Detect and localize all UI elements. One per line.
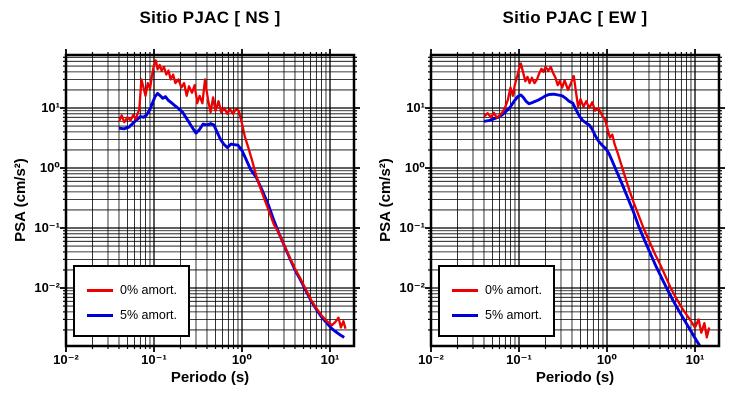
- x-tick-label: 10⁰: [596, 352, 618, 367]
- legend-line-5pct: [452, 314, 478, 317]
- legend-entry: 5% amort.: [75, 308, 188, 322]
- legend-entry: 0% amort.: [75, 283, 188, 297]
- y-axis-label: PSA (cm/s²): [377, 158, 394, 242]
- panel-ns: Sitio PJAC [ NS ] PSA (cm/s²) 10¹ 10⁰ 10…: [12, 8, 360, 386]
- x-axis-label: Periodo (s): [535, 369, 615, 386]
- x-tick-label: 10⁻¹: [506, 352, 532, 367]
- legend-label: 5% amort.: [485, 308, 542, 322]
- x-tick-label: 10¹: [685, 352, 705, 367]
- plot-area-ns: [60, 49, 360, 352]
- y-tick-label: 10⁻²: [34, 280, 60, 295]
- legend-line-0pct: [452, 289, 478, 292]
- legend-label: 0% amort.: [120, 283, 177, 297]
- x-tick-label: 10¹: [320, 352, 340, 367]
- legend-line-5pct: [87, 314, 113, 317]
- x-tick-label: 10⁰: [231, 352, 253, 367]
- y-tick-label: 10⁻²: [399, 280, 425, 295]
- legend-label: 0% amort.: [485, 283, 542, 297]
- y-tick-label: 10¹: [41, 100, 60, 115]
- panel-ew: Sitio PJAC [ EW ] PSA (cm/s²) 10¹ 10⁰ 10…: [365, 0, 730, 400]
- chart-title-ns: Sitio PJAC [ NS ]: [139, 8, 281, 27]
- legend-line-0pct: [87, 289, 113, 292]
- y-axis-label: PSA (cm/s²): [12, 158, 29, 242]
- x-tick-label: 10⁻²: [418, 352, 444, 367]
- x-tick-label: 10⁻¹: [141, 352, 167, 367]
- plot-area-ew: [425, 49, 725, 352]
- legend-entry: 5% amort.: [440, 308, 553, 322]
- y-tick-label: 10¹: [406, 100, 425, 115]
- y-tick-label: 10⁰: [39, 160, 60, 175]
- legend-box-ns: 0% amort. 5% amort.: [73, 265, 190, 337]
- x-tick-label: 10⁻²: [53, 352, 79, 367]
- y-tick-label: 10⁻¹: [34, 220, 60, 235]
- legend-label: 5% amort.: [120, 308, 177, 322]
- x-axis-label: Periodo (s): [170, 369, 250, 386]
- chart-title-ew: Sitio PJAC [ EW ]: [502, 8, 648, 27]
- legend-entry: 0% amort.: [440, 283, 553, 297]
- y-tick-label: 10⁰: [404, 160, 425, 175]
- y-tick-label: 10⁻¹: [399, 220, 425, 235]
- legend-box-ew: 0% amort. 5% amort.: [438, 265, 555, 337]
